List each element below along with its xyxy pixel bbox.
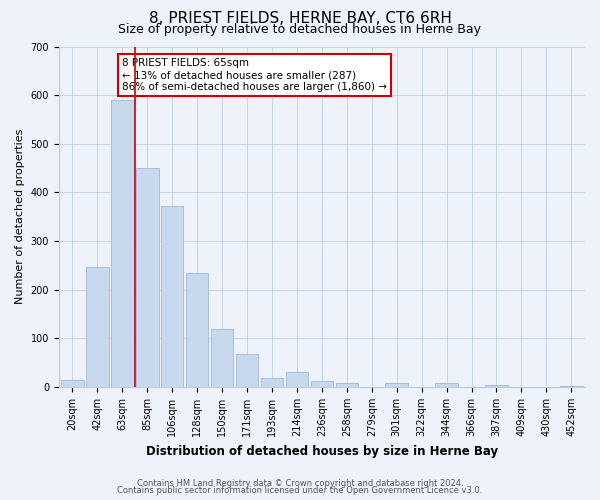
Bar [335,383,358,387]
Bar [286,372,308,387]
X-axis label: Distribution of detached houses by size in Herne Bay: Distribution of detached houses by size … [146,444,498,458]
Text: 8, PRIEST FIELDS, HERNE BAY, CT6 6RH: 8, PRIEST FIELDS, HERNE BAY, CT6 6RH [149,11,451,26]
Bar [385,383,408,387]
Bar [111,100,134,387]
Bar [436,383,458,387]
Bar [86,267,109,387]
Text: 8 PRIEST FIELDS: 65sqm
← 13% of detached houses are smaller (287)
86% of semi-de: 8 PRIEST FIELDS: 65sqm ← 13% of detached… [122,58,387,92]
Bar [261,378,283,387]
Bar [560,386,583,387]
Bar [136,168,158,387]
Bar [161,206,184,387]
Bar [186,272,208,387]
Bar [236,354,258,387]
Text: Contains public sector information licensed under the Open Government Licence v3: Contains public sector information licen… [118,486,482,495]
Text: Contains HM Land Registry data © Crown copyright and database right 2024.: Contains HM Land Registry data © Crown c… [137,478,463,488]
Bar [211,328,233,387]
Bar [311,381,333,387]
Y-axis label: Number of detached properties: Number of detached properties [15,129,25,304]
Bar [61,380,84,387]
Text: Size of property relative to detached houses in Herne Bay: Size of property relative to detached ho… [119,22,482,36]
Bar [485,384,508,387]
